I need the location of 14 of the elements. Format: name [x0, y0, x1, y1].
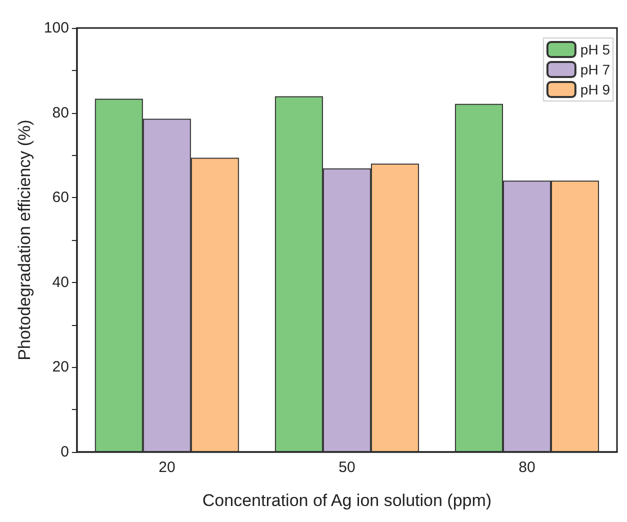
legend-label: pH 5 — [580, 42, 610, 58]
x-tick-label: 50 — [338, 459, 356, 476]
legend-label: pH 7 — [580, 62, 610, 78]
legend-label: pH 9 — [580, 82, 610, 98]
y-axis-title: Photodegradation efficiency (%) — [15, 120, 34, 360]
x-axis-title: Concentration of Ag ion solution (ppm) — [202, 491, 492, 510]
y-tick-label: 0 — [60, 444, 69, 460]
y-tick-label: 40 — [52, 274, 69, 291]
y-tick-label: 80 — [52, 104, 69, 122]
y-tick-label: 60 — [52, 189, 69, 206]
x-tick-label: 20 — [158, 459, 176, 476]
x-tick-label: 80 — [518, 459, 536, 476]
y-tick-label: 100 — [44, 20, 69, 36]
y-tick-label: 20 — [52, 358, 69, 376]
